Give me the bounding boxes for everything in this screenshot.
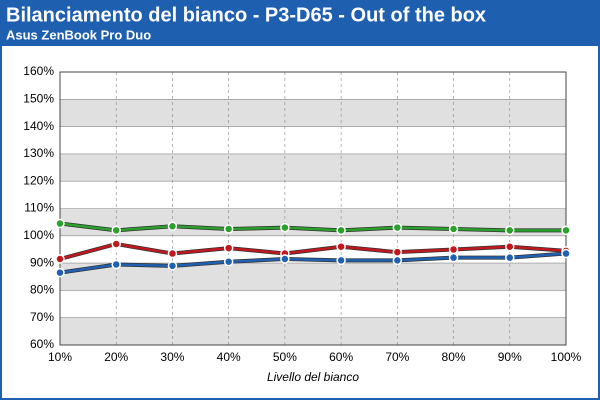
data-point	[223, 256, 234, 267]
data-point	[280, 222, 290, 233]
data-point	[167, 261, 178, 271]
data-point	[561, 248, 571, 259]
data-point	[111, 259, 121, 270]
y-tick-label: 150%	[23, 91, 54, 105]
y-tick-label: 80%	[30, 283, 54, 297]
data-point	[448, 224, 459, 234]
series-line	[59, 242, 567, 261]
x-tick-label: 80%	[442, 350, 466, 364]
data-point	[448, 252, 459, 263]
data-point	[392, 222, 403, 233]
grid-band	[60, 263, 566, 291]
data-point	[336, 255, 346, 266]
x-tick-label: 60%	[329, 350, 353, 364]
y-tick-label: 70%	[30, 310, 54, 324]
data-point	[505, 241, 515, 252]
series-line	[59, 222, 566, 232]
x-tick-label: 30%	[160, 350, 184, 364]
series-line	[59, 252, 567, 274]
y-tick-label: 100%	[23, 228, 54, 242]
data-point	[392, 247, 403, 257]
data-point	[167, 221, 178, 231]
chart-title: Bilanciamento del bianco - P3-D65 - Out …	[6, 4, 486, 26]
y-tick-label: 140%	[23, 119, 54, 133]
data-point	[280, 254, 290, 264]
y-tick-label: 130%	[23, 146, 54, 160]
data-point	[55, 254, 65, 264]
data-point	[111, 239, 121, 249]
y-tick-label: 90%	[30, 255, 54, 269]
data-point	[223, 243, 234, 253]
data-point	[448, 244, 459, 255]
data-point	[167, 248, 178, 259]
x-tick-label: 20%	[104, 350, 128, 364]
data-point	[111, 225, 121, 236]
chart-subtitle: Asus ZenBook Pro Duo	[6, 27, 151, 42]
data-point	[336, 241, 346, 252]
x-axis-label: Livello del bianco	[267, 370, 359, 384]
y-tick-label: 120%	[23, 173, 54, 187]
x-tick-label: 10%	[48, 350, 72, 364]
data-point	[505, 225, 515, 236]
data-point	[561, 225, 571, 236]
y-tick-label: 60%	[30, 337, 54, 351]
y-tick-label: 160%	[23, 64, 54, 78]
data-point	[55, 267, 65, 278]
x-tick-label: 100%	[551, 350, 582, 364]
data-point	[336, 225, 346, 236]
x-tick-label: 90%	[498, 350, 522, 364]
plot-border	[59, 71, 567, 346]
data-point	[392, 255, 403, 266]
grid-band	[60, 317, 566, 345]
data-point	[55, 218, 65, 229]
header	[0, 0, 600, 46]
plot: 60% 70% 80% 90% 100% 110% 120% 130% 140% 150% 160%…	[23, 64, 581, 364]
data-point	[223, 224, 234, 234]
y-tick-label: 110%	[24, 201, 54, 215]
x-tick-label: 70%	[385, 350, 409, 364]
data-point	[505, 252, 515, 263]
grid-band	[60, 99, 566, 127]
grid-band	[60, 153, 566, 182]
x-tick-label: 50%	[273, 350, 297, 364]
x-tick-label: 40%	[217, 350, 241, 364]
